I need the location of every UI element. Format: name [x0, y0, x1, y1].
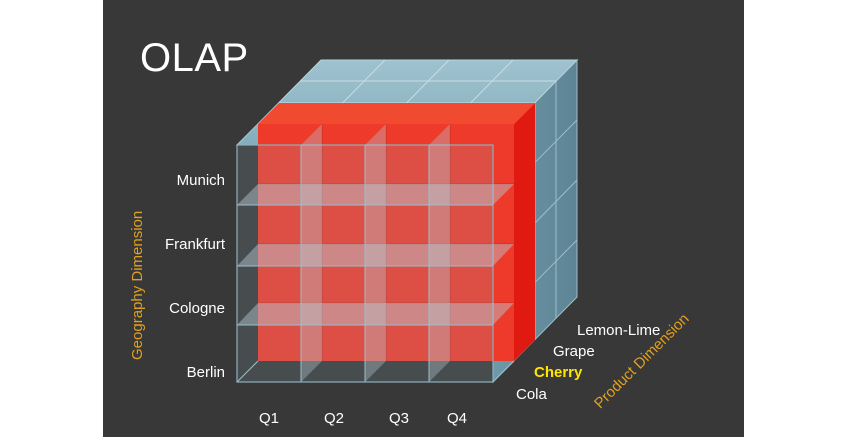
cube-front-grid	[236, 123, 515, 383]
geography-axis-label: Geography Dimension	[129, 210, 146, 360]
geo-member-cologne: Cologne	[169, 300, 225, 317]
slide-title: OLAP	[140, 36, 249, 80]
time-member-q4: Q4	[446, 410, 467, 427]
olap-cube	[235, 58, 579, 384]
slice-top	[258, 103, 535, 124]
geo-member-munich: Munich	[176, 172, 225, 189]
olap-slide: OLAP	[103, 0, 744, 437]
geo-member-berlin: Berlin	[186, 364, 225, 381]
slice-side	[514, 103, 535, 361]
time-member-q2: Q2	[323, 410, 344, 427]
time-member-q1: Q1	[258, 410, 279, 427]
geo-member-frankfurt: Frankfurt	[164, 236, 225, 253]
product-member-grape: Grape	[553, 343, 595, 360]
product-member-cola: Cola	[516, 386, 547, 403]
product-member-cherry: Cherry	[534, 364, 583, 381]
time-member-q3: Q3	[388, 410, 409, 427]
product-member-lemon-lime: Lemon-Lime	[577, 322, 661, 339]
